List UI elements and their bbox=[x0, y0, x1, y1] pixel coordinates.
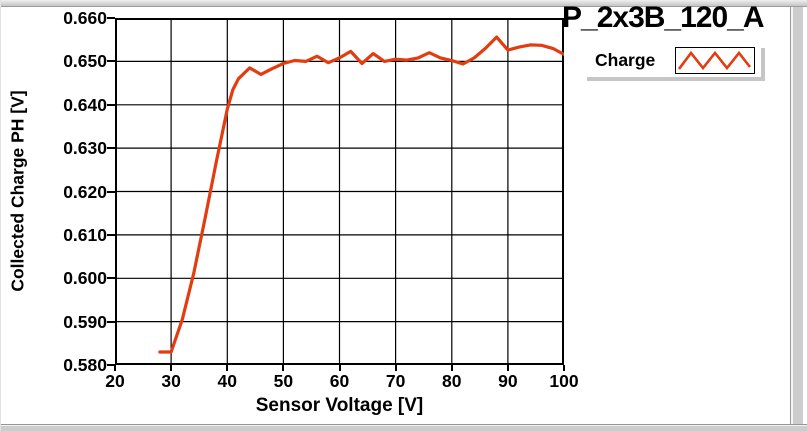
x-tick-label: 20 bbox=[105, 371, 125, 391]
x-tick-mark bbox=[226, 365, 229, 371]
x-axis-title: Sensor Voltage [V] bbox=[255, 395, 424, 416]
y-tick-label: 0.620 bbox=[63, 181, 107, 202]
y-tick-mark bbox=[107, 233, 115, 236]
plot-area bbox=[115, 18, 566, 365]
y-tick-mark bbox=[107, 320, 115, 323]
y-tick-label: 0.600 bbox=[63, 268, 107, 289]
y-tick-label: 0.610 bbox=[63, 224, 107, 245]
y-axis-title: Collected Charge PH [V] bbox=[7, 90, 28, 292]
x-tick-mark bbox=[563, 365, 565, 371]
x-tick-mark bbox=[394, 365, 397, 371]
y-tick-mark bbox=[107, 103, 115, 106]
x-tick-label: 30 bbox=[161, 371, 181, 391]
legend-series-label[interactable]: Charge bbox=[595, 50, 656, 70]
zigzag-line-icon bbox=[678, 50, 752, 71]
y-tick-mark bbox=[107, 277, 115, 280]
y-tick-label: 0.590 bbox=[63, 311, 107, 332]
legend-line-sample-box[interactable] bbox=[675, 47, 756, 74]
window-right-edge bbox=[790, 7, 803, 424]
y-tick-mark bbox=[107, 364, 115, 366]
window-bottom-edge bbox=[1, 424, 807, 431]
y-tick-label: 0.630 bbox=[63, 138, 107, 159]
y-tick-mark bbox=[107, 147, 115, 150]
x-tick-label: 60 bbox=[329, 371, 350, 391]
y-tick-label: 0.660 bbox=[63, 8, 107, 28]
y-tick-mark bbox=[107, 190, 115, 193]
x-tick-mark bbox=[506, 365, 509, 371]
x-tick-label: 50 bbox=[273, 371, 294, 391]
y-tick-mark bbox=[107, 17, 115, 19]
y-tick-label: 0.580 bbox=[63, 355, 107, 375]
x-tick-mark bbox=[282, 365, 285, 371]
x-tick-label: 70 bbox=[385, 371, 406, 391]
chart-title: P_2x3B_120_A bbox=[562, 1, 765, 34]
y-tick-label: 0.640 bbox=[63, 94, 107, 115]
y-tick-label: 0.650 bbox=[63, 51, 107, 72]
x-tick-mark bbox=[338, 365, 341, 371]
x-tick-label: 100 bbox=[549, 371, 579, 391]
y-tick-mark bbox=[107, 60, 115, 63]
x-tick-mark bbox=[450, 365, 453, 371]
x-tick-label: 80 bbox=[442, 371, 462, 391]
x-tick-label: 40 bbox=[217, 371, 237, 391]
x-tick-mark bbox=[114, 365, 116, 371]
plot-legend[interactable]: Charge bbox=[583, 44, 762, 77]
x-tick-label: 90 bbox=[498, 371, 518, 391]
xy-graph-canvas bbox=[115, 18, 566, 365]
x-tick-mark bbox=[170, 365, 173, 371]
window-top-edge bbox=[1, 0, 807, 7]
